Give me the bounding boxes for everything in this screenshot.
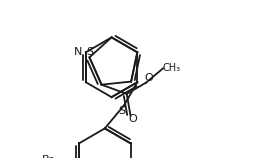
Text: Br: Br: [42, 155, 54, 158]
Text: S: S: [86, 47, 93, 57]
Text: CH₃: CH₃: [162, 63, 180, 73]
Text: S: S: [118, 106, 125, 116]
Text: O: O: [144, 73, 153, 83]
Text: N: N: [74, 47, 82, 57]
Text: O: O: [128, 114, 137, 124]
